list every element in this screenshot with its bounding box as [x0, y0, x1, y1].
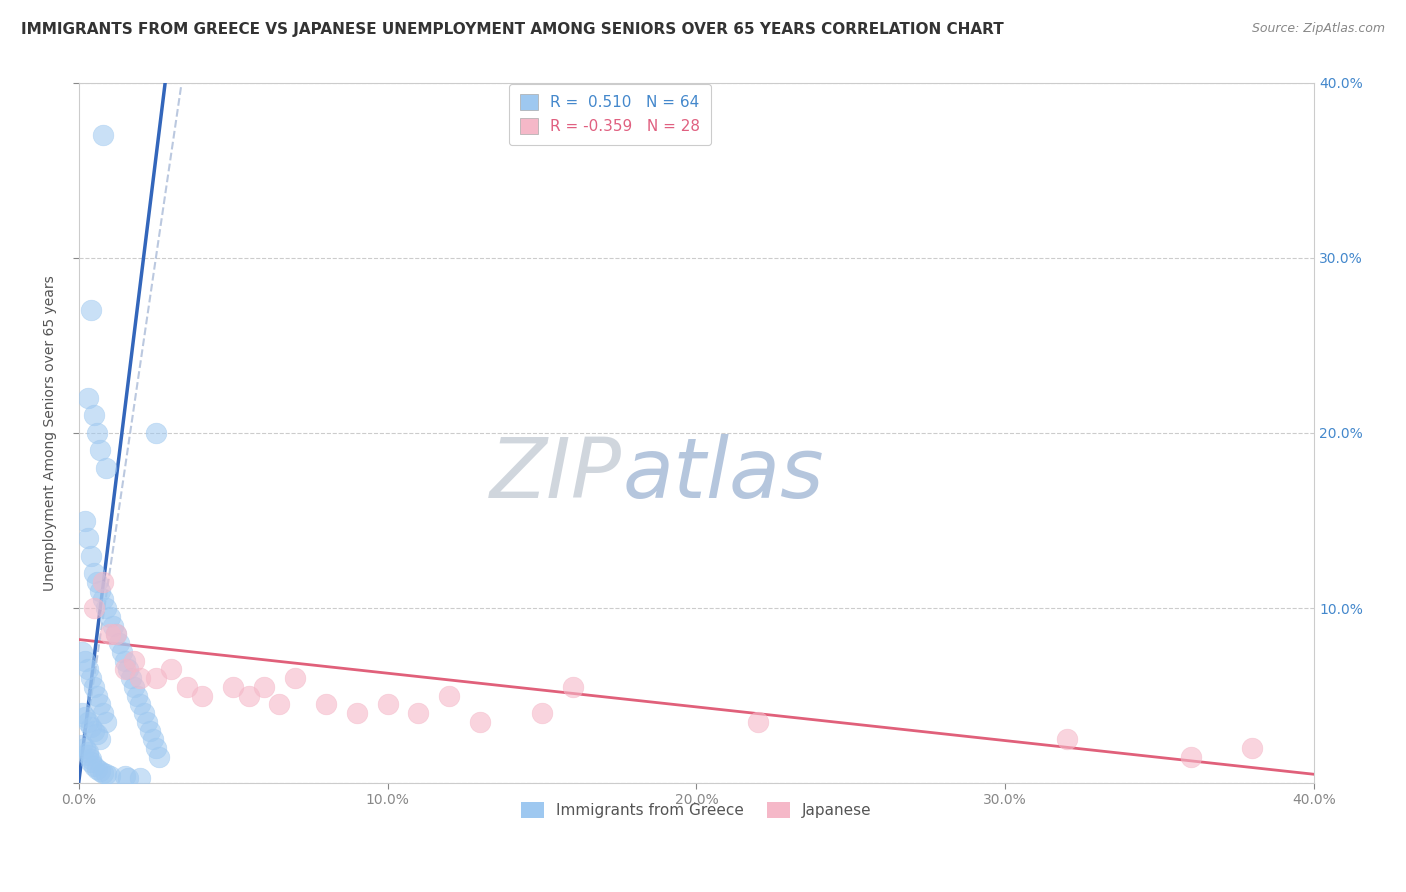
Point: [83, 758, 105, 772]
Point: [284, 671, 307, 685]
Point: [747, 714, 769, 729]
Point: [98, 627, 121, 641]
Point: [145, 671, 167, 685]
Point: [93, 592, 115, 607]
Point: [86, 762, 108, 776]
Point: [86, 574, 108, 589]
Point: [142, 732, 165, 747]
Point: [1180, 749, 1202, 764]
Point: [129, 671, 152, 685]
Point: [98, 609, 121, 624]
Point: [138, 723, 160, 738]
Point: [104, 627, 127, 641]
Point: [117, 662, 139, 676]
Point: [70, 706, 93, 720]
Point: [561, 680, 583, 694]
Point: [77, 714, 100, 729]
Point: [89, 583, 111, 598]
Point: [191, 689, 214, 703]
Point: [114, 662, 136, 676]
Point: [145, 425, 167, 440]
Text: Source: ZipAtlas.com: Source: ZipAtlas.com: [1251, 22, 1385, 36]
Point: [145, 741, 167, 756]
Point: [222, 680, 245, 694]
Point: [101, 618, 124, 632]
Point: [77, 747, 100, 762]
Point: [96, 601, 118, 615]
Point: [122, 653, 145, 667]
Point: [114, 769, 136, 783]
Point: [377, 698, 399, 712]
Y-axis label: Unemployment Among Seniors over 65 years: Unemployment Among Seniors over 65 years: [44, 275, 58, 591]
Point: [77, 531, 100, 545]
Point: [70, 645, 93, 659]
Point: [83, 723, 105, 738]
Point: [93, 574, 115, 589]
Point: [73, 653, 96, 667]
Point: [176, 680, 198, 694]
Point: [408, 706, 430, 720]
Point: [1056, 732, 1078, 747]
Point: [83, 601, 105, 615]
Point: [80, 549, 103, 563]
Point: [89, 732, 111, 747]
Point: [96, 461, 118, 475]
Point: [129, 698, 152, 712]
Point: [73, 709, 96, 723]
Point: [83, 680, 105, 694]
Text: IMMIGRANTS FROM GREECE VS JAPANESE UNEMPLOYMENT AMONG SENIORS OVER 65 YEARS CORR: IMMIGRANTS FROM GREECE VS JAPANESE UNEMP…: [21, 22, 1004, 37]
Point: [269, 698, 291, 712]
Point: [122, 680, 145, 694]
Point: [346, 706, 368, 720]
Point: [80, 751, 103, 765]
Point: [89, 764, 111, 778]
Point: [111, 645, 134, 659]
Point: [86, 689, 108, 703]
Point: [86, 425, 108, 440]
Point: [80, 720, 103, 734]
Point: [1241, 741, 1264, 756]
Legend: Immigrants from Greece, Japanese: Immigrants from Greece, Japanese: [515, 797, 877, 824]
Point: [86, 727, 108, 741]
Point: [70, 738, 93, 752]
Point: [83, 566, 105, 580]
Text: atlas: atlas: [623, 434, 824, 516]
Point: [77, 662, 100, 676]
Point: [439, 689, 461, 703]
Point: [89, 443, 111, 458]
Point: [104, 627, 127, 641]
Point: [73, 741, 96, 756]
Point: [89, 698, 111, 712]
Point: [80, 303, 103, 318]
Point: [80, 671, 103, 685]
Point: [107, 636, 129, 650]
Point: [77, 391, 100, 405]
Point: [129, 771, 152, 785]
Point: [160, 662, 183, 676]
Point: [238, 689, 260, 703]
Point: [77, 745, 100, 759]
Point: [96, 714, 118, 729]
Point: [148, 749, 170, 764]
Point: [96, 767, 118, 781]
Point: [530, 706, 553, 720]
Point: [93, 128, 115, 143]
Point: [120, 671, 142, 685]
Point: [93, 765, 115, 780]
Point: [117, 771, 139, 785]
Point: [80, 755, 103, 769]
Point: [127, 689, 149, 703]
Point: [470, 714, 492, 729]
Text: ZIP: ZIP: [491, 434, 623, 516]
Point: [93, 706, 115, 720]
Point: [132, 706, 155, 720]
Point: [135, 714, 157, 729]
Point: [83, 409, 105, 423]
Point: [114, 653, 136, 667]
Point: [98, 769, 121, 783]
Point: [315, 698, 337, 712]
Point: [253, 680, 276, 694]
Point: [73, 514, 96, 528]
